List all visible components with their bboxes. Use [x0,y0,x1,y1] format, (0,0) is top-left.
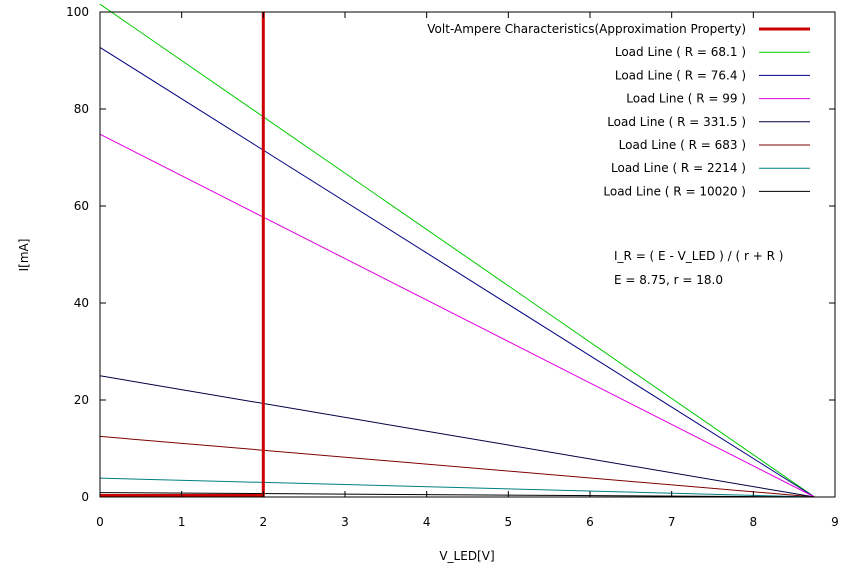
legend-entry-label: Load Line ( R = 683 ) [619,138,746,152]
series-line-2 [99,46,815,498]
y-tick-label: 100 [66,5,89,19]
legend-entry-label: Load Line ( R = 99 ) [626,92,746,106]
y-axis-label: I[mA] [17,239,31,272]
series-line-1 [99,3,815,498]
x-axis-label: V_LED[V] [439,549,494,563]
legend-entry-label: Load Line ( R = 2214 ) [611,161,746,175]
y-tick-label: 20 [74,393,89,407]
x-tick-label: 4 [423,515,431,529]
series-line-5 [99,435,815,498]
y-tick-label: 0 [81,490,89,504]
x-tick-label: 7 [668,515,676,529]
x-tick-label: 8 [750,515,758,529]
x-tick-label: 1 [178,515,186,529]
parameter-annotation: E = 8.75, r = 18.0 [614,273,723,287]
series-line-4 [99,375,815,498]
legend-entry-label: Load Line ( R = 68.1 ) [615,45,746,59]
series-line-7 [99,492,815,498]
series-line-6 [99,477,815,498]
legend: Volt-Ampere Characteristics(Approximatio… [427,22,810,198]
x-tick-label: 6 [586,515,594,529]
x-tick-label: 9 [831,515,839,529]
plot-frame [99,11,836,498]
y-tick-label: 40 [74,296,89,310]
legend-entry-label: Load Line ( R = 10020 ) [603,184,746,198]
formula-annotation: I_R = ( E - V_LED ) / ( r + R ) [614,249,783,263]
x-tick-label: 2 [260,515,268,529]
y-tick-label: 60 [74,199,89,213]
series-layer [99,3,815,498]
series-line-3 [99,133,815,498]
legend-entry-label: Load Line ( R = 76.4 ) [615,68,746,82]
x-tick-label: 5 [505,515,513,529]
legend-entry-label: Load Line ( R = 331.5 ) [607,115,746,129]
y-tick-label: 80 [74,102,89,116]
x-tick-label: 0 [96,515,104,529]
ticks-layer: 0 1 2 3 4 5 6 7 8 9 0 20 40 60 80 100 [66,5,839,529]
legend-entry-label: Volt-Ampere Characteristics(Approximatio… [427,22,746,36]
x-tick-label: 3 [341,515,349,529]
